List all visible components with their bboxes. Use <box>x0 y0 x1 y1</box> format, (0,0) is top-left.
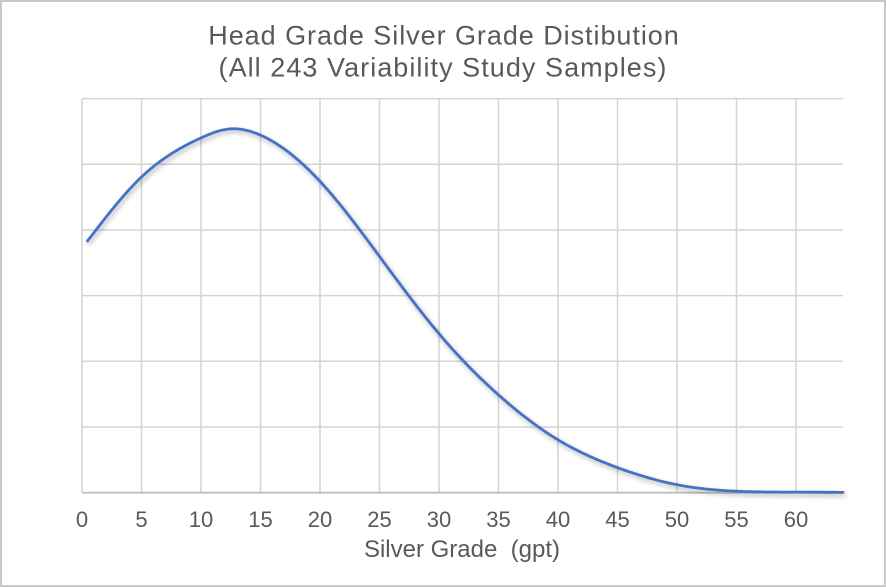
svg-text:35: 35 <box>486 507 510 532</box>
svg-text:40: 40 <box>546 507 570 532</box>
svg-text:20: 20 <box>308 507 332 532</box>
svg-text:60: 60 <box>784 507 808 532</box>
svg-text:25: 25 <box>367 507 391 532</box>
svg-text:5: 5 <box>135 507 147 532</box>
svg-text:15: 15 <box>248 507 272 532</box>
svg-text:30: 30 <box>427 507 451 532</box>
svg-text:55: 55 <box>724 507 748 532</box>
svg-text:Head Grade Silver Grade Distib: Head Grade Silver Grade Distibution <box>208 20 679 50</box>
svg-text:10: 10 <box>189 507 213 532</box>
svg-text:50: 50 <box>665 507 689 532</box>
svg-text:Silver Grade (gpt): Silver Grade (gpt) <box>364 536 560 563</box>
svg-text:0: 0 <box>76 507 88 532</box>
svg-text:45: 45 <box>605 507 629 532</box>
svg-text:(All 243 Variability Study Sam: (All 243 Variability Study Samples) <box>219 52 668 82</box>
